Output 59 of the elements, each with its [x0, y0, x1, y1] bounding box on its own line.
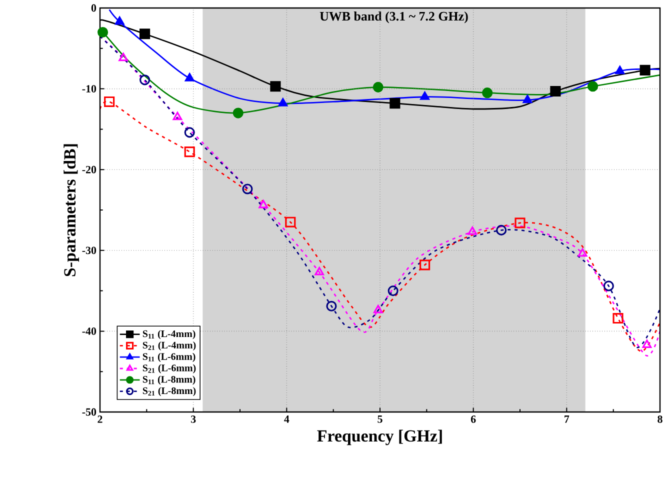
legend-label: S$_{11}$ (L-4mm): [142, 330, 196, 340]
point: [140, 28, 150, 40]
y-tick-label: -10: [82, 85, 96, 92]
point: [242, 184, 253, 194]
point: [104, 96, 115, 108]
point: [390, 98, 400, 109]
y-tick-label: -30: [82, 246, 96, 254]
point: [118, 52, 128, 62]
point: [642, 340, 652, 348]
x-tick-label: 5: [378, 416, 382, 423]
point: [640, 64, 650, 76]
point: [468, 226, 478, 235]
x-tick-label: 4: [284, 416, 290, 423]
point: [514, 218, 526, 228]
x-tick-label: 7: [564, 416, 570, 423]
point: [578, 248, 588, 257]
point: [603, 280, 614, 292]
legend-label: S$_{21}$ (L-8mm): [142, 387, 196, 396]
point: [612, 312, 624, 324]
y-axis-title: S-parameters [dB]: [64, 144, 80, 276]
point: [373, 304, 383, 314]
legend-label: S$_{21}$ (L-6mm): [142, 364, 196, 374]
point: [270, 81, 281, 92]
point: [278, 98, 288, 106]
point: [326, 300, 337, 312]
point: [550, 86, 561, 97]
legend-label: S$_{11}$ (L-8mm): [142, 376, 196, 385]
point: [140, 74, 150, 86]
point: [184, 146, 195, 158]
x-tick-label: 2: [98, 416, 102, 423]
point: [285, 216, 296, 228]
y-tick-label: 0: [91, 4, 96, 12]
point: [522, 94, 532, 104]
point: [420, 260, 430, 270]
point: [372, 82, 384, 92]
point: [232, 108, 244, 118]
x-tick-label: 8: [658, 416, 662, 423]
point: [184, 73, 194, 82]
point: [420, 92, 430, 100]
point: [114, 16, 124, 25]
point: [172, 112, 182, 120]
y-tick-label: -20: [82, 166, 96, 174]
point: [496, 224, 507, 236]
x-tick-label: 3: [191, 416, 196, 423]
band-label: UWB band (3.1 ~ 7.2 GHz): [320, 12, 468, 24]
point: [588, 81, 598, 92]
point: [184, 127, 195, 138]
x-axis-title: Frequency [GHz]: [317, 430, 442, 446]
point: [98, 26, 108, 38]
legend-label: S$_{21}$ (L-4mm): [142, 341, 196, 351]
y-tick-label: -50: [82, 408, 96, 416]
point: [615, 66, 625, 74]
point: [482, 88, 493, 98]
x-tick-label: 6: [470, 416, 476, 423]
y-tick-label: -40: [82, 328, 96, 335]
point: [314, 266, 324, 276]
point: [388, 286, 398, 296]
point: [258, 200, 268, 208]
legend-label: S$_{11}$ (L-6mm): [142, 352, 196, 362]
